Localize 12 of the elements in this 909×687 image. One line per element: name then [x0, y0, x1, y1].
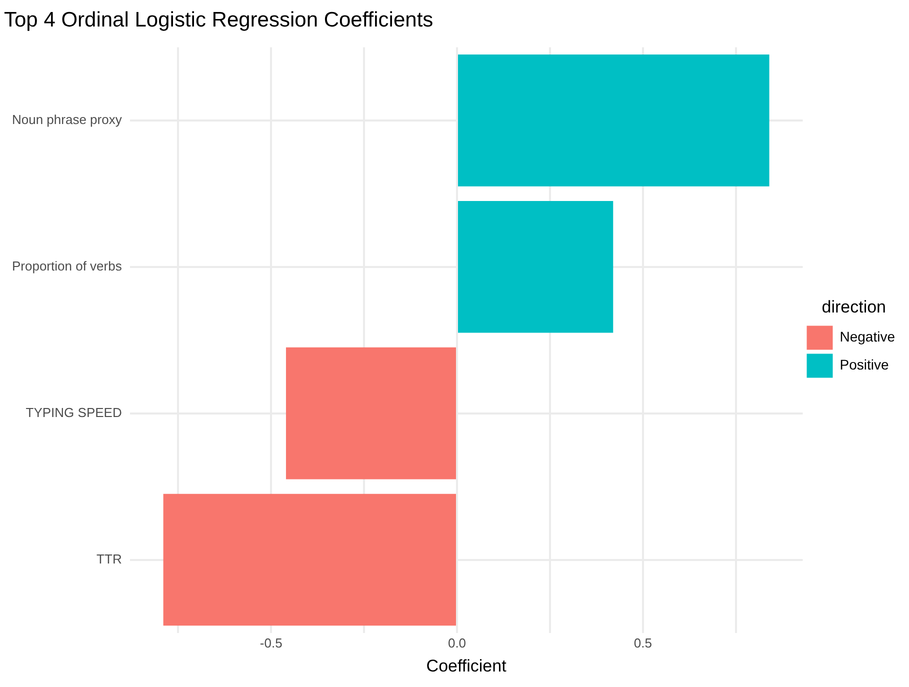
y-tick-label: TYPING SPEED	[26, 404, 122, 420]
y-tick-label: TTR	[96, 551, 122, 566]
y-tick-label: Proportion of verbs	[12, 258, 122, 274]
x-axis-title: Coefficient	[426, 656, 507, 676]
x-tick-label: 0.5	[634, 635, 652, 650]
x-tick-label: -0.5	[260, 635, 282, 650]
y-tick-label: Noun phrase proxy	[12, 112, 122, 128]
x-tick-label: 0.0	[448, 635, 466, 650]
legend-label: Positive	[840, 356, 889, 373]
legend-label: Negative	[840, 328, 896, 345]
chart-title: Top 4 Ordinal Logistic Regression Coefficients	[4, 8, 434, 32]
legend-title: direction	[822, 297, 886, 316]
